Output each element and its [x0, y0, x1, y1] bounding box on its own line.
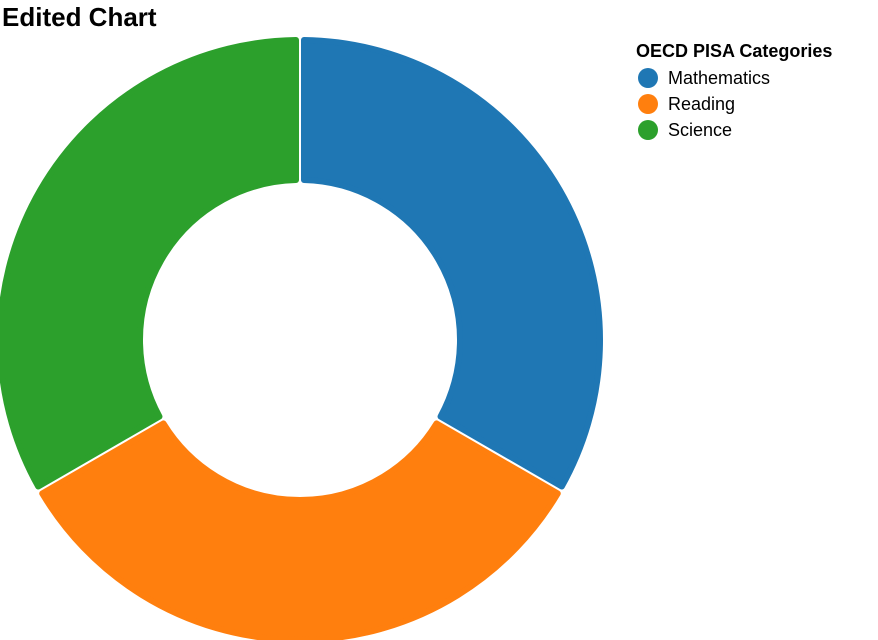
chart-title: Edited Chart	[2, 2, 157, 32]
legend-swatch	[638, 68, 658, 88]
legend: OECD PISA Categories Mathematics Reading S…	[636, 39, 832, 143]
legend-label: Reading	[668, 93, 736, 114]
legend-label: Science	[668, 119, 733, 140]
slice-science[interactable]	[0, 37, 299, 490]
legend-item-science[interactable]: Science	[636, 117, 832, 143]
legend-item-reading[interactable]: Reading	[636, 91, 832, 117]
slice-reading[interactable]	[39, 420, 561, 640]
legend-label: Mathematics	[668, 67, 771, 88]
donut-slices	[0, 37, 603, 640]
legend-swatch	[638, 120, 658, 140]
slice-mathematics[interactable]	[301, 37, 603, 490]
legend-title: OECD PISA Categories	[636, 41, 833, 61]
legend-swatch	[638, 94, 658, 114]
legend-items: Mathematics Reading Science	[636, 65, 832, 143]
legend-item-mathematics[interactable]: Mathematics	[636, 65, 832, 91]
